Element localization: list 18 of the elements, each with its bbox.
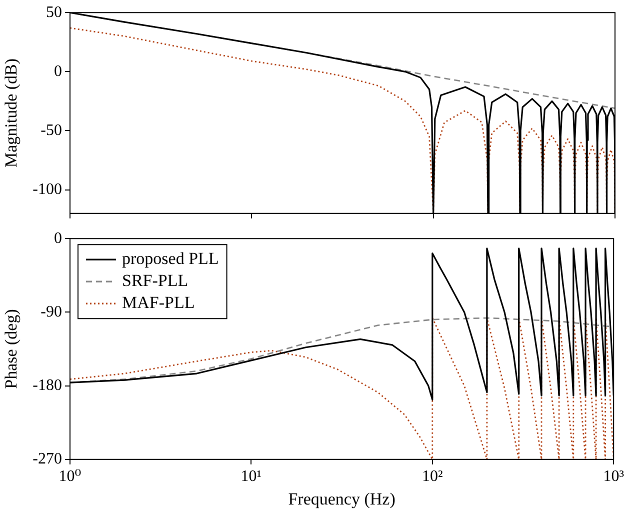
x-axis-title: Frequency (Hz)	[288, 489, 396, 508]
y-tick-label: 0	[54, 62, 62, 80]
y-tick-label: -180	[32, 377, 62, 394]
y-tick-label: -90	[40, 303, 62, 320]
x-tick-label: 10⁰	[58, 468, 82, 486]
y-tick-label: 0	[54, 230, 62, 247]
legend-label: SRF-PLL	[122, 271, 188, 290]
y-tick-label: -100	[32, 180, 62, 198]
legend-label: MAF-PLL	[122, 293, 195, 312]
y-axis-title: Phase (deg)	[2, 309, 21, 389]
x-tick-label: 10²	[422, 468, 444, 486]
legend-label: proposed PLL	[122, 249, 219, 268]
y-tick-label: -50	[40, 122, 62, 139]
x-tick-label: 10¹	[240, 468, 262, 486]
y-axis-title: Magnitude (dB)	[2, 58, 21, 168]
y-tick-label: 50	[46, 4, 62, 21]
x-tick-label: 10³	[603, 468, 624, 486]
y-tick-label: -270	[32, 450, 62, 468]
